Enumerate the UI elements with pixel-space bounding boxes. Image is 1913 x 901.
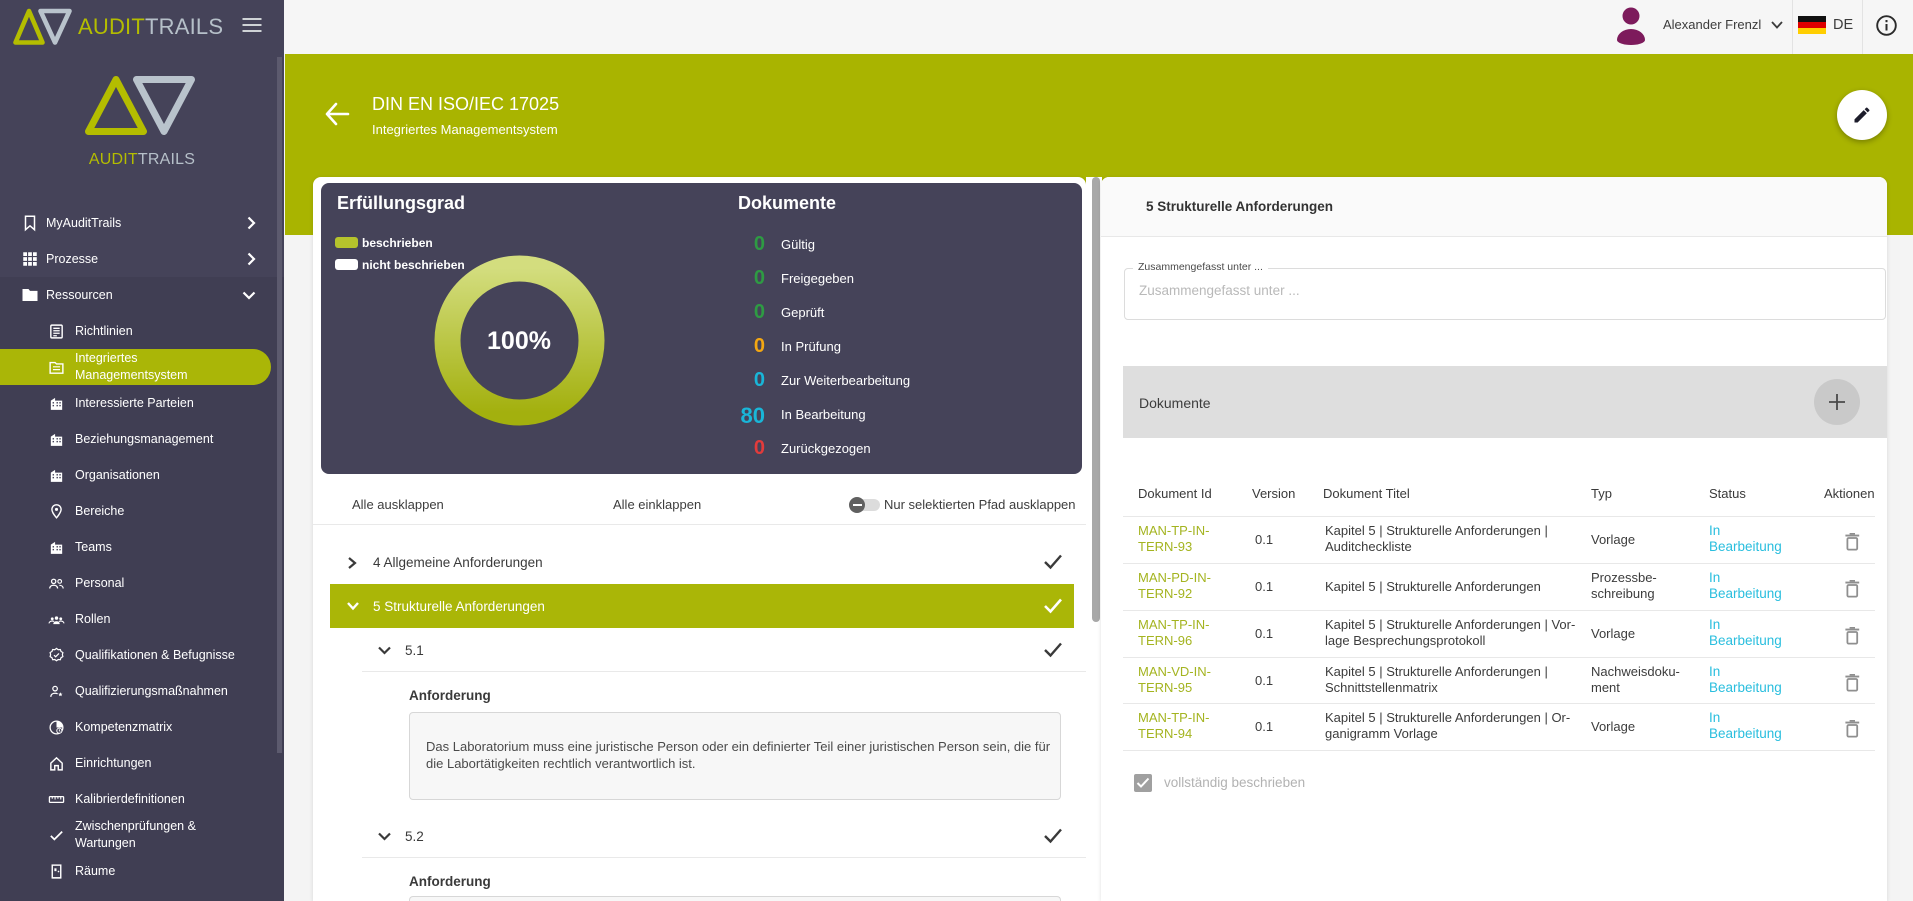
svg-text:100%: 100% <box>487 327 551 355</box>
